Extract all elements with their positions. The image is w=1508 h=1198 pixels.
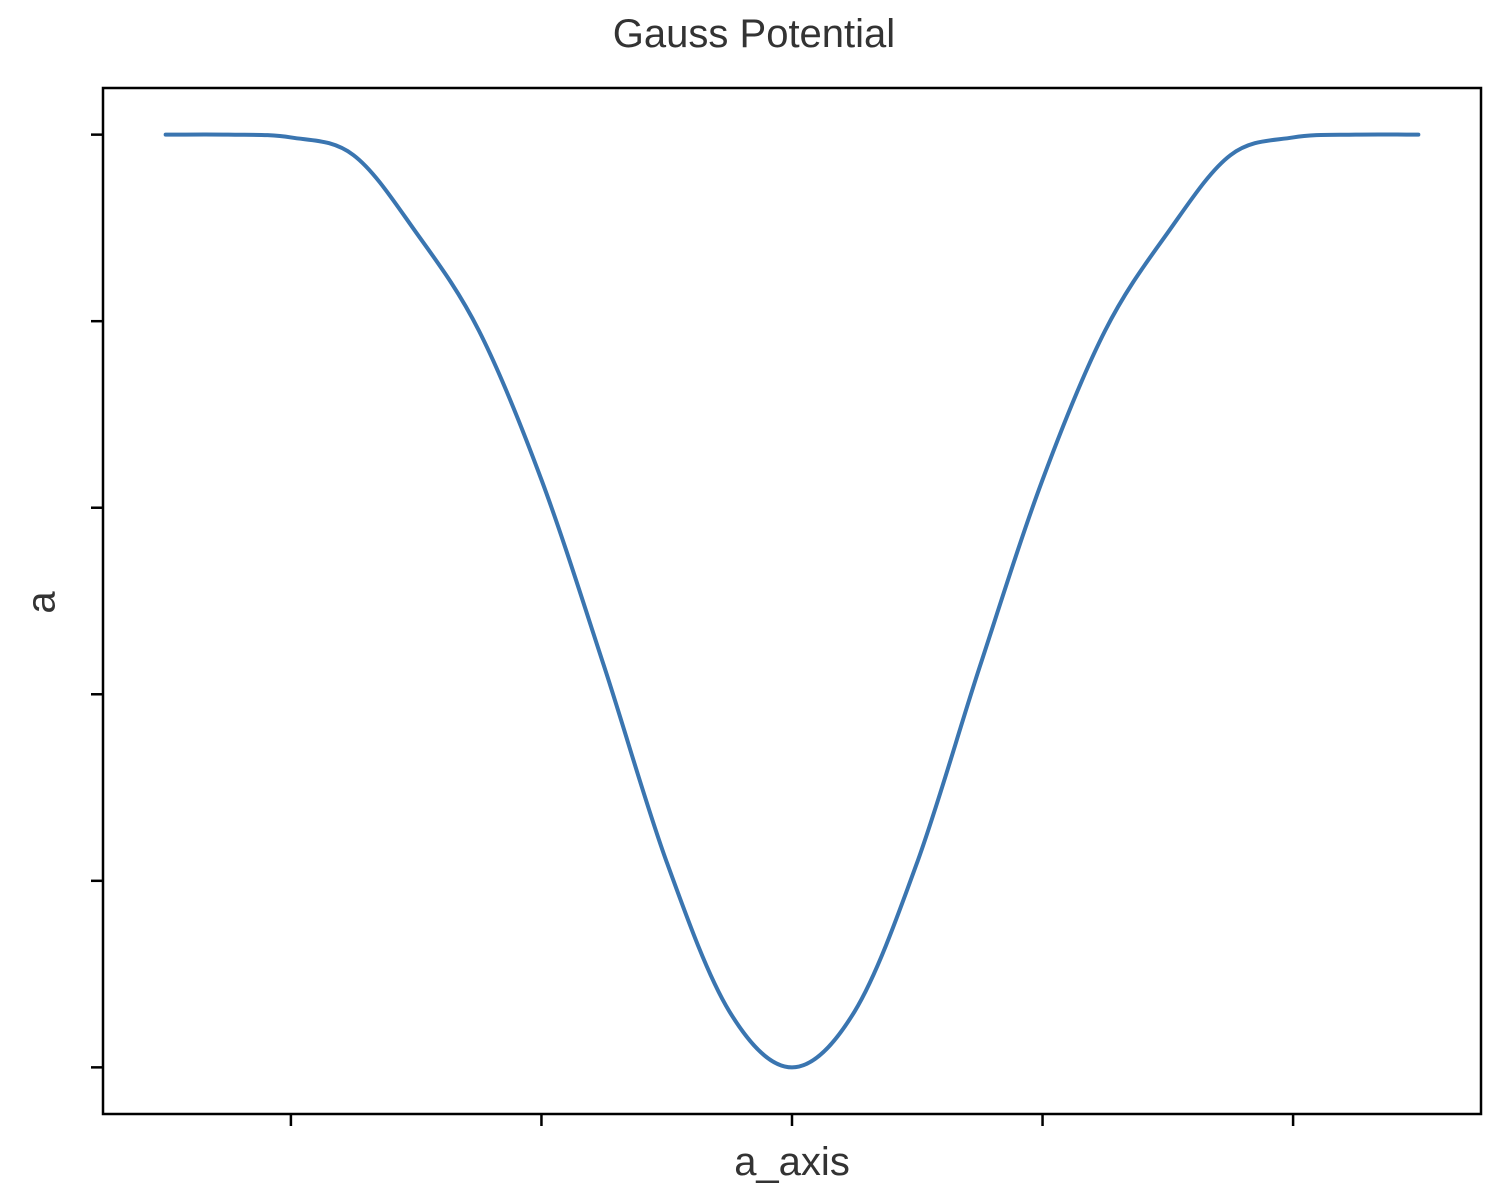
y-axis-label: a <box>19 591 64 614</box>
gauss-potential-line <box>163 132 1421 1070</box>
y-tick-group <box>91 133 103 1069</box>
x-tick-group <box>289 1114 1295 1126</box>
axes-frame <box>101 86 1483 1116</box>
x-axis-label: a_axis <box>734 1140 850 1184</box>
chart-title: Gauss Potential <box>612 12 896 56</box>
